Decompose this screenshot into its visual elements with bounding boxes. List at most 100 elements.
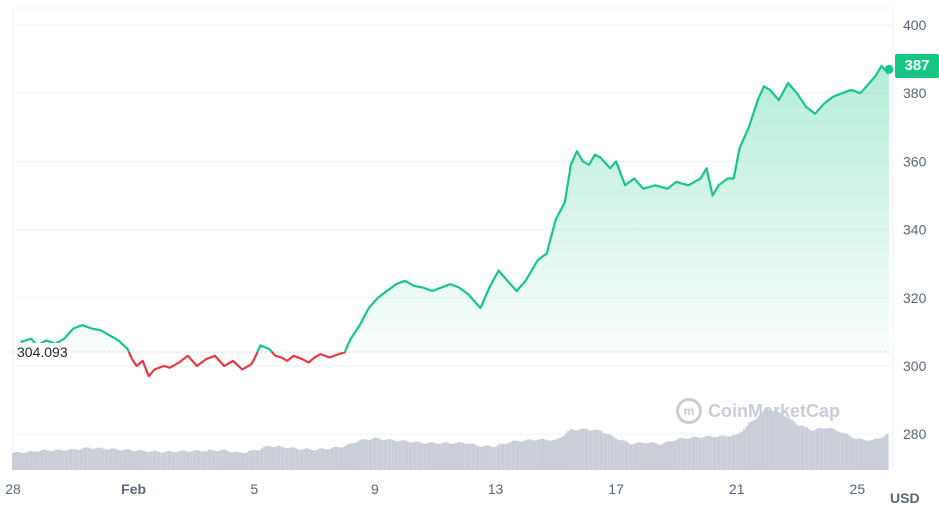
volume-bar (222, 449, 226, 470)
volume-bar (303, 448, 306, 470)
volume-bar (328, 449, 331, 470)
volume-bar (285, 448, 289, 470)
volume-bar (145, 451, 148, 470)
volume-bar (461, 442, 465, 470)
volume-bar (295, 448, 299, 470)
volume-bar (240, 452, 243, 470)
volume-bar (657, 444, 660, 470)
volume-bar (873, 438, 876, 470)
volume-bar (356, 441, 359, 470)
volume-bar (195, 450, 198, 470)
volume-bar (426, 443, 429, 470)
volume-bar (818, 427, 821, 470)
current-price-tag: 387 (895, 54, 939, 78)
volume-bar (544, 439, 547, 470)
volume-bar (268, 445, 271, 470)
volume-bar (273, 446, 276, 470)
volume-bar (579, 429, 583, 470)
volume-bar (320, 448, 324, 470)
volume-bar (275, 446, 279, 470)
volume-bar (406, 441, 409, 470)
volume-bar (32, 451, 35, 470)
volume-bar (388, 439, 392, 470)
x-tick-label: 28 (5, 481, 21, 497)
volume-bar (765, 408, 768, 470)
volume-bar (439, 443, 442, 470)
volume-bar (39, 450, 43, 470)
volume-bar (735, 434, 738, 470)
volume-bar (393, 440, 397, 470)
volume-bar (692, 436, 696, 470)
volume-bar (233, 452, 236, 470)
volume-bar (217, 450, 221, 470)
volume-bar (89, 448, 93, 470)
volume-bar (94, 448, 98, 470)
volume-bar (763, 410, 766, 470)
reference-price-label: 304.093 (14, 343, 71, 361)
volume-bar (165, 451, 168, 470)
volume-bar (391, 439, 394, 470)
volume-bar (47, 450, 50, 470)
volume-bar (557, 438, 560, 470)
volume-bar (677, 438, 681, 470)
volume-bar (263, 446, 266, 470)
volume-bar (177, 451, 181, 470)
volume-bar (351, 443, 354, 470)
volume-bar (614, 438, 618, 470)
volume-bar (152, 450, 156, 470)
volume-bar (107, 449, 110, 470)
volume-bar (67, 449, 70, 470)
volume-bar (358, 440, 362, 470)
price-area (20, 66, 889, 353)
volume-bar (366, 439, 369, 470)
volume-bar (808, 429, 811, 470)
volume-bar (753, 419, 756, 470)
volume-bar (87, 447, 90, 470)
volume-bar (667, 441, 671, 470)
volume-bar (800, 425, 804, 470)
volume-bar (449, 443, 452, 470)
volume-bar (758, 415, 761, 470)
volume-bar (150, 451, 153, 470)
volume-bar (697, 437, 701, 470)
volume-bar (858, 438, 861, 470)
volume-bar (114, 449, 118, 470)
volume-bar (644, 443, 648, 470)
volume-bar (486, 445, 490, 470)
volume-bar (182, 450, 186, 470)
volume-bar (333, 446, 336, 470)
volume-bar (536, 439, 540, 470)
volume-bar (142, 450, 146, 470)
volume-bar (24, 452, 27, 470)
volume-bar (843, 432, 846, 470)
volume-bar (336, 446, 339, 470)
volume-bar (255, 450, 259, 470)
volume-bar (662, 443, 665, 470)
volume-bar (785, 417, 789, 470)
volume-bar (607, 434, 610, 470)
volume-bar (202, 451, 206, 470)
volume-bar (622, 440, 625, 470)
volume-bar (634, 443, 638, 470)
volume-bar (408, 442, 412, 470)
volume-bar (489, 446, 492, 470)
volume-bar (338, 447, 341, 470)
volume-bar (529, 439, 532, 470)
volume-bar (92, 448, 95, 470)
volume-bar (549, 440, 552, 470)
volume-bar (727, 436, 731, 470)
volume-bar (187, 451, 191, 470)
volume-bar (722, 435, 726, 470)
volume-bar (248, 450, 251, 470)
volume-bar (464, 443, 467, 470)
volume-bar (665, 441, 668, 470)
x-axis: 28 Feb 5 9 13 17 21 25 (5, 481, 865, 497)
volume-bar (868, 440, 871, 470)
volume-bar (27, 451, 30, 470)
volume-bar (755, 418, 758, 470)
volume-bar (132, 451, 135, 470)
volume-bar (609, 434, 613, 470)
volume-bar (768, 410, 771, 470)
volume-bar (371, 438, 374, 470)
volume-bar (117, 450, 120, 470)
